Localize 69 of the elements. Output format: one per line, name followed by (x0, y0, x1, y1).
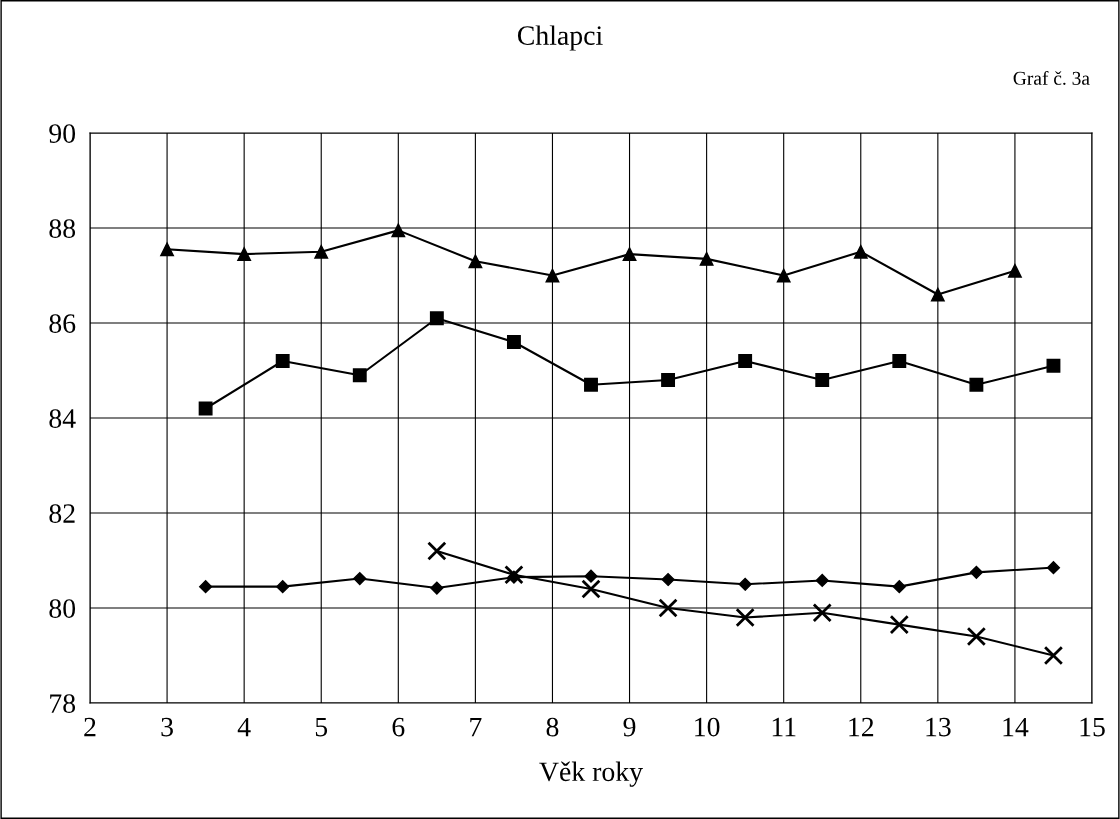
x-tick-label: 2 (84, 717, 96, 737)
point (738, 354, 753, 368)
point (545, 268, 560, 283)
chart-title: Chlapci (517, 25, 603, 51)
point (892, 354, 907, 368)
x-tick-label: 6 (392, 717, 405, 737)
point (430, 581, 444, 595)
point (930, 287, 945, 302)
point (889, 614, 910, 635)
y-tick-label: 88 (49, 219, 76, 238)
point (699, 251, 714, 266)
point (507, 570, 521, 584)
point (353, 571, 367, 586)
x-axis-title: Věk roky (539, 761, 643, 787)
y-tick-label: 78 (50, 694, 76, 713)
point (735, 607, 755, 628)
point (468, 254, 483, 269)
point (815, 573, 829, 588)
point (661, 572, 675, 587)
point (429, 311, 444, 326)
point (584, 569, 598, 583)
point (1007, 263, 1022, 278)
point (160, 242, 175, 257)
x-tick-label: 7 (470, 717, 482, 737)
point (815, 373, 830, 387)
point (506, 335, 521, 349)
point (966, 626, 987, 647)
point (314, 244, 329, 259)
point (275, 354, 290, 368)
x-tick-label: 13 (926, 717, 951, 737)
y-tick-label: 90 (49, 124, 76, 143)
x-tick-label: 3 (161, 717, 173, 737)
point (658, 598, 678, 618)
point (812, 603, 832, 623)
point (776, 268, 791, 283)
point (581, 579, 601, 599)
x-tick-label: 5 (315, 717, 328, 737)
x-tick-label: 10 (695, 717, 720, 737)
point (969, 565, 983, 579)
point (199, 580, 213, 594)
point (391, 223, 406, 238)
point (352, 368, 367, 383)
point (622, 247, 637, 262)
y-tick-label: 80 (49, 599, 76, 618)
point (738, 577, 752, 591)
point (276, 580, 290, 594)
point (427, 541, 447, 561)
point (237, 247, 252, 262)
y-tick-label: 86 (49, 314, 76, 333)
x-tick-label: 4 (237, 717, 251, 737)
point (1046, 358, 1061, 373)
point (1046, 561, 1061, 575)
x-tick-label: 14 (1003, 717, 1029, 737)
y-tick-label: 82 (49, 504, 75, 523)
x-tick-label: 15 (1080, 717, 1105, 737)
x-tick-label: 12 (849, 717, 874, 737)
y-tick-label: 84 (49, 409, 76, 428)
point (892, 580, 906, 594)
point (853, 244, 868, 259)
point (198, 401, 213, 416)
point (1043, 645, 1064, 666)
x-tick-label: 11 (772, 717, 796, 737)
text: Graf č. 3a (1013, 70, 1090, 85)
point (661, 373, 676, 387)
point (969, 377, 984, 392)
point (584, 377, 598, 392)
x-tick-label: 8 (546, 717, 559, 737)
point (504, 565, 524, 585)
x-tick-label: 9 (623, 717, 636, 737)
